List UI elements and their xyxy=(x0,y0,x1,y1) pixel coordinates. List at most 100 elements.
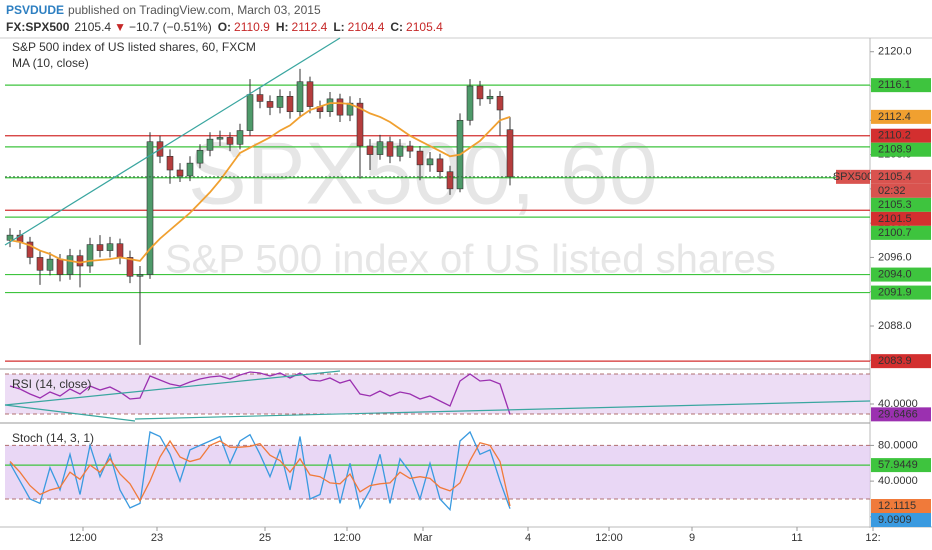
low-label: L: xyxy=(333,20,344,34)
candle-body xyxy=(6,234,14,241)
candle-body xyxy=(396,145,404,157)
plot-layer xyxy=(5,68,870,512)
x-tick-label: 12:00 xyxy=(595,532,623,544)
price-badge-label: 12.1115 xyxy=(878,500,916,512)
price-badge-label: 29.6466 xyxy=(878,408,918,420)
candle-body xyxy=(116,243,124,258)
high-label: H: xyxy=(276,20,289,34)
last-symbol-label: SPX500 xyxy=(833,171,873,183)
candle-body xyxy=(416,150,424,166)
trend-line[interactable] xyxy=(4,37,341,246)
y-tick-label: 2088.0 xyxy=(878,320,912,332)
price-badge xyxy=(871,142,931,157)
candle-body xyxy=(446,171,454,190)
candle-body xyxy=(126,257,134,277)
price-badge xyxy=(871,407,931,422)
candle-body xyxy=(306,81,314,107)
candle-body xyxy=(96,244,104,251)
price-badge-label: 2105.3 xyxy=(878,199,912,211)
candle-body xyxy=(376,141,384,155)
x-tick-label: 12:00 xyxy=(69,532,97,544)
rsi-trend-line[interactable] xyxy=(4,404,136,422)
candle-body xyxy=(66,255,74,275)
rsi-trend-line[interactable] xyxy=(4,370,341,406)
candle-body xyxy=(386,141,394,157)
candle-body xyxy=(276,95,284,108)
candle-body xyxy=(266,101,274,108)
price-badge-label: 2110.2 xyxy=(878,130,911,142)
candle-body xyxy=(296,81,304,113)
x-tick-label: 4 xyxy=(525,532,531,544)
candle-body xyxy=(406,145,414,152)
symbol: FX:SPX500 xyxy=(6,20,70,34)
price-badge-label: 2094.0 xyxy=(878,268,912,280)
price-badge xyxy=(871,211,931,226)
candle-body xyxy=(476,85,484,100)
candle-body xyxy=(496,95,504,111)
arrow: ▼ xyxy=(114,20,126,34)
x-tick-label: Mar xyxy=(414,532,433,544)
price-badge xyxy=(871,78,931,93)
watermark: SPX500, 60 xyxy=(188,123,658,222)
x-tick-label: 12: xyxy=(865,532,880,544)
header-line-1: PSVDUDE published on TradingView.com, Mar… xyxy=(6,3,321,17)
price-badge-label: 2083.9 xyxy=(878,355,912,367)
candle-body xyxy=(466,85,474,121)
candle-body xyxy=(286,95,294,113)
published: published on TradingView.com, March 03, … xyxy=(68,3,321,17)
price-badge-label: 2101.5 xyxy=(878,213,912,225)
author[interactable]: PSVDUDE xyxy=(6,3,64,17)
price-badge-label: 2116.1 xyxy=(878,79,911,91)
candle-body xyxy=(146,141,154,275)
candle-body xyxy=(426,158,434,166)
open: 2110.9 xyxy=(234,20,270,34)
candle-body xyxy=(356,102,364,147)
candle-body xyxy=(206,138,214,151)
price-badge-label: 2100.7 xyxy=(878,227,912,239)
series-line xyxy=(9,439,511,507)
price-badge xyxy=(871,197,931,212)
header-line-2: FX:SPX500 2105.4 ▼ −10.7 (−0.51%) O: 2110.9 H:… xyxy=(6,20,443,34)
open-label: O: xyxy=(218,20,231,34)
y-tick-label: 2120.0 xyxy=(878,46,912,58)
close-label: C: xyxy=(390,20,403,34)
axis-layer: 2084.02088.02092.02096.02100.02104.02108… xyxy=(69,46,931,544)
change: −10.7 (−0.51%) xyxy=(129,20,212,34)
candle-body xyxy=(106,243,114,251)
price-badge xyxy=(871,128,931,143)
candle-body xyxy=(26,241,34,258)
band xyxy=(5,374,870,414)
price-badge xyxy=(871,169,931,184)
price-badge xyxy=(871,354,931,369)
price-badge xyxy=(871,225,931,240)
candle-body xyxy=(186,162,194,177)
pane-title: S&P 500 index of US listed shares, 60, F… xyxy=(12,40,256,54)
candle-body xyxy=(176,169,184,177)
pane-title: RSI (14, close) xyxy=(12,377,91,391)
candle-body xyxy=(226,137,234,145)
low: 2104.4 xyxy=(348,20,385,34)
series-line xyxy=(9,430,511,512)
candle-body xyxy=(236,130,244,145)
price-badge xyxy=(871,267,931,282)
candle-body xyxy=(256,94,264,102)
candle-body xyxy=(46,258,54,271)
candle-body xyxy=(36,257,44,271)
candle-body xyxy=(76,255,84,267)
price-badge xyxy=(871,285,931,300)
price-badge xyxy=(871,513,931,527)
x-tick-label: 25 xyxy=(259,532,271,544)
price-badge-label: 2108.9 xyxy=(878,144,912,156)
rsi-trend-line[interactable] xyxy=(134,400,871,420)
price-badge-label: 02:32 xyxy=(878,185,906,197)
candle-body xyxy=(136,274,144,277)
candle-body xyxy=(326,98,334,113)
price-badge-label: 2112.4 xyxy=(878,111,911,123)
close: 2105.4 xyxy=(406,20,443,34)
x-tick-label: 11 xyxy=(791,532,802,544)
candle-body xyxy=(86,244,94,267)
y-tick-label: 80.0000 xyxy=(878,439,918,451)
y-tick-label: 2096.0 xyxy=(878,251,912,263)
price-badge-label: 9.0909 xyxy=(878,514,912,526)
